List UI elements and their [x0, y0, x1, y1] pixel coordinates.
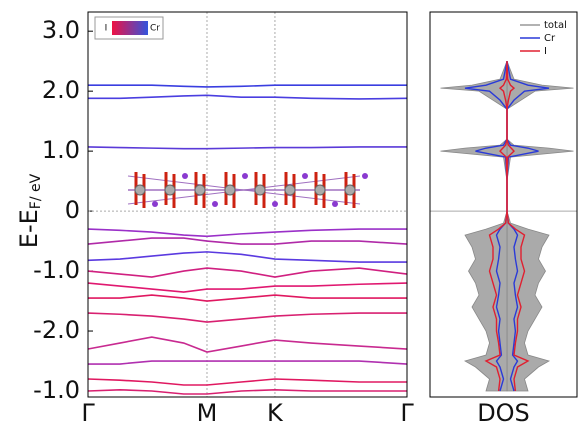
band	[88, 94, 408, 100]
y-tick-label: 0	[65, 196, 80, 224]
atom-i	[242, 173, 248, 179]
atom-i	[272, 201, 278, 207]
atom-cr	[164, 184, 176, 196]
x-tick-label: M	[197, 399, 218, 427]
dos-area	[506, 61, 574, 392]
atom-i	[302, 173, 308, 179]
y-label-main: E-E	[15, 209, 43, 248]
band	[87, 389, 407, 395]
y-tick-label: -1.0	[33, 256, 80, 284]
band	[87, 146, 407, 150]
legend-label: total	[544, 20, 567, 31]
dos-line	[506, 61, 530, 392]
colorbar-label: I	[105, 24, 108, 34]
colorbar	[112, 21, 148, 35]
x-tick-label: Γ	[400, 399, 414, 427]
y-label-sub: F/ eV	[28, 173, 44, 209]
crystal-structure	[127, 172, 368, 208]
band	[87, 237, 408, 245]
band	[88, 360, 408, 365]
legend-label: I	[544, 46, 547, 57]
plot-frame	[429, 11, 578, 398]
atom-cr	[344, 184, 356, 196]
atom-i	[182, 173, 188, 179]
dos-area	[440, 61, 508, 392]
y-tick-label: 3.0	[42, 16, 80, 44]
atom-cr	[224, 184, 236, 196]
plot-frame	[87, 11, 408, 398]
x-axis-label: DOS	[477, 399, 530, 427]
band	[87, 267, 408, 278]
band	[88, 84, 407, 88]
atom-i	[212, 201, 218, 207]
dos-line	[484, 61, 508, 392]
x-tick-label: K	[267, 399, 284, 427]
atom-i	[362, 173, 368, 179]
band	[87, 312, 407, 323]
y-tick-label: 2.0	[42, 76, 80, 104]
y-tick-label: -1.0	[33, 376, 80, 404]
band	[88, 294, 407, 302]
legend-label: Cr	[544, 33, 556, 44]
x-tick-label: Γ	[81, 399, 95, 427]
band	[87, 251, 407, 263]
band	[87, 228, 407, 238]
band	[87, 282, 408, 293]
dos-line	[506, 61, 550, 392]
colorbar-label: Cr	[150, 24, 160, 34]
atom-cr	[314, 184, 326, 196]
y-axis-label: E-EF/ eV	[15, 173, 44, 248]
y-tick-label: -2.0	[33, 316, 80, 344]
band	[87, 336, 408, 353]
atom-cr	[284, 184, 296, 196]
atom-cr	[194, 184, 206, 196]
atom-i	[152, 201, 158, 207]
atom-cr	[254, 184, 266, 196]
atom-i	[332, 201, 338, 207]
y-tick-label: 1.0	[42, 136, 80, 164]
band	[87, 378, 407, 386]
atom-cr	[134, 184, 146, 196]
dos-line	[464, 61, 508, 392]
